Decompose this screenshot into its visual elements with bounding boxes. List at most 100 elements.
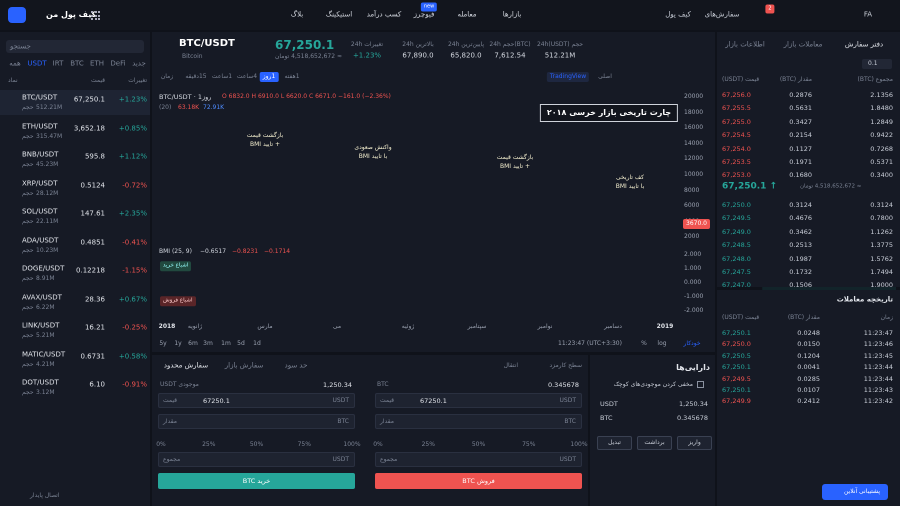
col-header: زمان [880, 314, 893, 321]
trade-time: 11:23:45 [863, 351, 893, 360]
volume: 315.47M [36, 132, 63, 140]
menu-item[interactable]: کسب درآمد [366, 10, 402, 19]
scale-option[interactable]: خودکار [683, 340, 701, 347]
market-tab[interactable]: ETH [90, 59, 104, 68]
range-button[interactable]: 1y [174, 340, 182, 347]
orderbook-tab[interactable]: اطلاعات بازار [725, 40, 765, 49]
trade-amount: 0.0041 [797, 362, 820, 371]
col-header: قیمت [90, 77, 105, 84]
book-price: 67,250.0 [722, 200, 751, 209]
range-button[interactable]: 6m [188, 340, 198, 347]
order-tab[interactable]: سفارش محدود [163, 361, 209, 370]
ohlc: O 6832.0 H 6910.0 L 6620.0 C 6671.0 −161… [222, 93, 391, 100]
range-button[interactable]: 1d [253, 340, 261, 347]
change: +1.23% [118, 95, 147, 104]
step-dropdown[interactable] [862, 59, 892, 69]
grid-icon [94, 11, 97, 14]
wallet-menu[interactable]: کیف پول [665, 10, 691, 19]
pair[interactable]: LINK/USDT [22, 321, 60, 330]
main-tab[interactable]: اصلی [598, 73, 612, 80]
pair[interactable]: ETH/USDT [22, 122, 58, 130]
menu-item[interactable]: بازارها [502, 10, 522, 19]
volume: 3.12M [36, 389, 55, 396]
market-tab[interactable]: USDT [27, 59, 47, 68]
support-button[interactable] [822, 484, 888, 500]
assets-title: دارایی‌ها [676, 363, 710, 372]
menu-item[interactable]: استیکینگ [325, 10, 353, 19]
orderbook-tab[interactable]: دفتر سفارش [844, 40, 884, 49]
pair[interactable]: MATIC/USDT [22, 350, 66, 358]
input-unit: USDT [559, 396, 577, 404]
annotation-text: + تایید BMI [499, 163, 531, 170]
sell-button[interactable] [375, 473, 582, 489]
asset-button[interactable] [637, 436, 672, 450]
tradingview-tab[interactable]: TradingView [546, 72, 590, 82]
book-price: 67,249.0 [722, 227, 751, 236]
pair[interactable]: BNB/USDT [22, 150, 59, 159]
range-button[interactable]: 1m [221, 340, 231, 347]
balance: 1,250.34 [323, 380, 352, 389]
interval[interactable]: 15دقیقه [185, 73, 207, 80]
trade-price: 67,250.5 [722, 351, 751, 360]
checkbox[interactable] [697, 381, 704, 388]
asset-balance: 1,250.34 [679, 399, 708, 408]
market-tab[interactable]: BTC [70, 59, 84, 68]
pair[interactable]: DOT/USDT [22, 378, 59, 387]
market-tab[interactable]: DeFi [110, 59, 126, 68]
fee-level[interactable]: سطح کارمزد [549, 362, 582, 369]
market-tab[interactable]: همه [9, 59, 21, 68]
buy-button[interactable] [158, 473, 355, 489]
order-tab[interactable]: سفارش بازار [224, 361, 264, 370]
input-label: قیمت [380, 396, 395, 404]
search-box[interactable] [6, 40, 144, 53]
transfer-link[interactable]: انتقال [503, 362, 518, 369]
book-total: 0.3400 [870, 171, 893, 180]
pair[interactable]: BTC/USDT [22, 93, 58, 102]
pair[interactable]: ADA/USDT [22, 236, 59, 244]
interval[interactable]: 1هفته [284, 73, 300, 80]
input-label: مقدار [380, 417, 394, 425]
interval[interactable]: زمان [160, 73, 174, 80]
book-price: 67,254.5 [722, 130, 751, 139]
input-price[interactable] [375, 393, 582, 408]
menu-item[interactable]: معامله [457, 10, 477, 19]
orderbook-tab[interactable]: معاملات بازار [783, 40, 823, 49]
orders-menu[interactable]: سفارش‌های [704, 10, 740, 19]
scale-option[interactable]: % [641, 340, 647, 347]
trade-amount: 0.2412 [797, 397, 820, 406]
range-button[interactable]: 5y [159, 340, 167, 347]
range-button[interactable]: 5d [237, 340, 245, 347]
interval[interactable]: 1روز [259, 72, 279, 82]
input-total[interactable] [375, 452, 582, 467]
range-button[interactable]: 3m [203, 340, 213, 347]
book-total: 1.7494 [870, 267, 893, 276]
menu-item[interactable]: فیوچرز [413, 10, 435, 19]
book-price: 67,253.0 [722, 171, 751, 180]
asset-button[interactable] [677, 436, 712, 450]
market-tab[interactable]: IRT [52, 59, 64, 68]
volume-legend: (20) [159, 104, 172, 111]
menu-item[interactable]: بلاگ [290, 10, 304, 19]
input-amount[interactable] [158, 414, 355, 429]
market-tab[interactable]: جدید [132, 59, 146, 68]
input-price[interactable] [158, 393, 355, 408]
scale-option[interactable]: log [657, 340, 667, 347]
pair[interactable]: XRP/USDT [22, 179, 58, 187]
interval[interactable]: 4ساعت [236, 73, 258, 80]
y-tick-label: 14000 [684, 139, 704, 147]
y-tick-label: 18000 [684, 108, 704, 116]
input-amount[interactable] [375, 414, 582, 429]
x-tick-label: ژانویه [187, 323, 203, 330]
interval[interactable]: 1ساعت [211, 73, 233, 80]
pair[interactable]: DOGE/USDT [22, 264, 65, 273]
lang-switch[interactable]: FA [863, 10, 873, 19]
order-tab[interactable]: حد سود [284, 361, 308, 370]
pair[interactable]: SOL/USDT [22, 207, 58, 216]
volume: 8.91M [36, 275, 55, 282]
volume: 6.22M [36, 303, 55, 311]
button-text: پشتیبانی آنلاین [843, 488, 881, 495]
pair[interactable]: AVAX/USDT [22, 293, 62, 301]
change: +2.35% [118, 209, 147, 218]
input-total[interactable] [158, 452, 355, 467]
asset-button[interactable] [597, 436, 632, 450]
